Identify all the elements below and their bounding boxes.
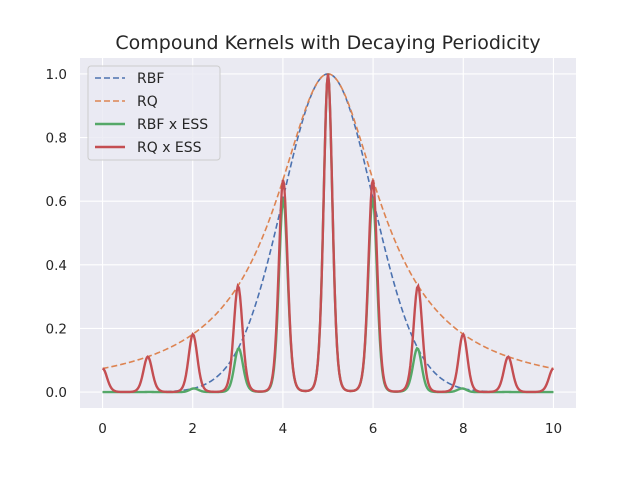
x-tick-label: 0	[98, 421, 107, 437]
series-line-rq-x-ess	[101, 73, 555, 394]
legend-label: RQ x ESS	[137, 140, 202, 156]
chart-title: Compound Kernels with Decaying Periodici…	[115, 32, 540, 54]
y-tick-label: 0.2	[46, 321, 67, 337]
y-tick-label: 1.0	[46, 67, 67, 83]
y-tick-label: 0.0	[46, 385, 67, 401]
x-tick-label: 10	[545, 421, 562, 437]
y-tick-label: 0.8	[46, 131, 67, 147]
y-tick-label: 0.6	[46, 194, 67, 210]
legend: RBF RQ RBF x ESS RQ x ESS	[87, 65, 221, 161]
y-tick-label: 0.4	[46, 258, 67, 274]
x-tick-label: 6	[369, 421, 378, 437]
series-layer	[101, 73, 555, 394]
legend-box	[87, 65, 221, 161]
grid-lines	[80, 58, 576, 408]
legend-label: RBF	[137, 71, 164, 87]
tick-labels: 0 2 4 6 8 10 0.0 0.2 0.4 0.6 0.8 1.0	[46, 67, 563, 437]
x-tick-label: 8	[459, 421, 468, 437]
x-tick-label: 4	[279, 421, 288, 437]
x-tick-label: 2	[188, 421, 197, 437]
legend-label: RQ	[137, 94, 158, 110]
legend-label: RBF x ESS	[137, 117, 208, 133]
